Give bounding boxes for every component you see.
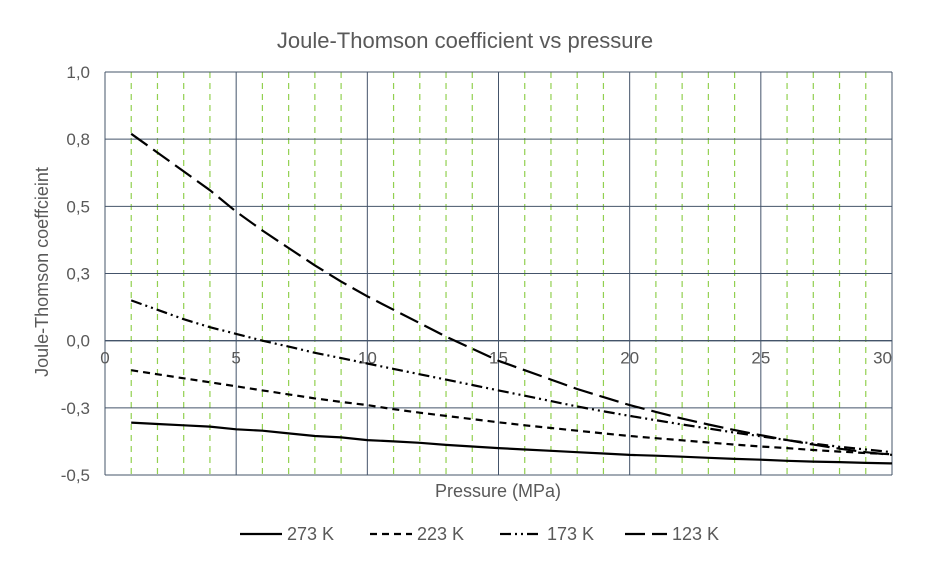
x-axis-label: Pressure (MPa) [435, 481, 561, 501]
series-line-123-k [130, 132, 893, 456]
y-axis-label: Joule-Thomson coeffcieint [32, 167, 52, 377]
y-tick-label: 0,5 [66, 197, 90, 216]
y-tick-label: 1,0 [66, 63, 90, 82]
chart-title: Joule-Thomson coefficient vs pressure [277, 28, 653, 53]
legend-item: 123 K [625, 524, 719, 544]
legend-label: 273 K [287, 524, 334, 544]
y-tick-label: 0,0 [66, 332, 90, 351]
legend: 273 K 223 K 173 K 123 K [240, 524, 719, 544]
x-tick-label: 0 [100, 349, 109, 368]
y-tick-label: 0,3 [66, 265, 90, 284]
legend-item: 173 K [500, 524, 594, 544]
x-tick-label: 5 [231, 349, 240, 368]
y-tick-label: -0,5 [61, 466, 90, 485]
legend-label: 173 K [547, 524, 594, 544]
y-tick-label: -0,3 [61, 399, 90, 418]
legend-label: 223 K [417, 524, 464, 544]
series-line-223-k [131, 369, 893, 456]
y-tick-label: 0,8 [66, 130, 90, 149]
x-tick-label: 10 [358, 349, 377, 368]
x-tick-label: 25 [751, 349, 770, 368]
x-tick-label: 30 [873, 349, 892, 368]
legend-item: 273 K [240, 524, 334, 544]
grid [104, 71, 893, 476]
tick-labels: -0,5 -0,3 0,0 0,3 0,5 0,8 1,0 0 5 10 15 20 25 30 [61, 63, 892, 485]
x-tick-label: 15 [489, 349, 508, 368]
legend-item: 223 K [370, 524, 464, 544]
series-line-273-k [131, 421, 893, 465]
plot-area [130, 132, 893, 465]
x-tick-label: 20 [620, 349, 639, 368]
legend-label: 123 K [672, 524, 719, 544]
